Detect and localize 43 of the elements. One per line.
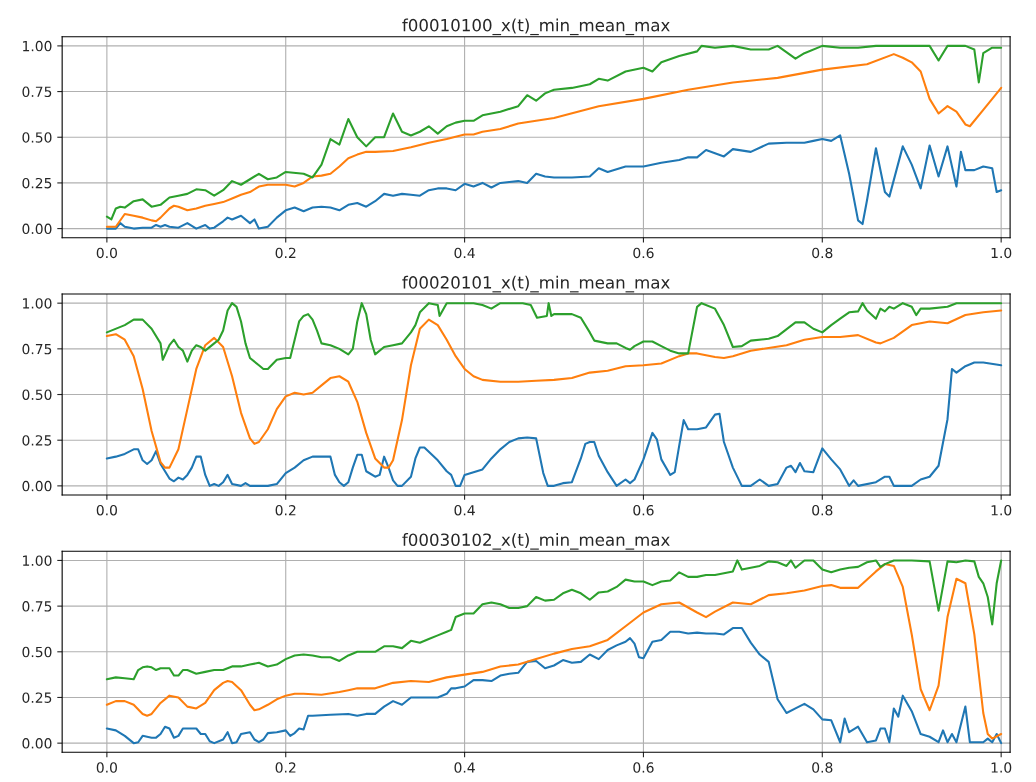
y-tick-label: 0.50 [22, 389, 52, 400]
line-series [105, 559, 1003, 681]
y-tick-label: 1.00 [23, 40, 52, 52]
y-tick-label: 0.75 [22, 601, 52, 612]
y-tick-label: 0.50 [22, 646, 52, 658]
y-tick-label: 0.75 [22, 86, 52, 98]
y-tick-label: 0.25 [22, 435, 52, 446]
line-series [105, 563, 1003, 740]
x-tick-label: 0.8 [812, 762, 833, 773]
x-tick-label: 0.0 [96, 762, 117, 773]
x-tick-label: 0.6 [633, 762, 654, 773]
y-tick-label: 0.00 [22, 480, 52, 492]
x-tick-label: 0.6 [633, 504, 654, 516]
x-tick-label: 1.0 [991, 247, 1012, 259]
x-tick-label: 0.2 [275, 762, 296, 773]
x-tick-label: 0.6 [633, 247, 654, 259]
x-tick-label: 0.2 [275, 247, 296, 259]
chart-title: f00030102_x(t)_min_mean_max [402, 533, 670, 550]
y-tick-label: 0.00 [22, 738, 52, 749]
y-tick-label: 0.00 [22, 223, 52, 235]
chart-title: f00020101_x(t)_min_mean_max [402, 275, 670, 293]
line-series [105, 361, 1003, 487]
x-tick-label: 0.0 [96, 504, 117, 516]
x-tick-label: 0.4 [454, 247, 475, 259]
y-tick-label: 1.00 [23, 555, 52, 566]
x-tick-label: 0.4 [454, 762, 475, 773]
x-tick-label: 0.4 [454, 504, 475, 516]
y-tick-label: 0.25 [22, 177, 52, 189]
line-series [105, 134, 1003, 230]
y-tick-label: 0.50 [22, 132, 52, 143]
x-tick-label: 1.0 [991, 762, 1012, 773]
line-series [105, 309, 1003, 469]
x-tick-label: 0.2 [275, 504, 296, 516]
line-series [105, 302, 1003, 370]
y-tick-label: 0.25 [22, 692, 52, 703]
chart-title: f00010100_x(t)_min_mean_max [402, 18, 670, 36]
y-tick-label: 1.00 [23, 298, 52, 309]
x-tick-label: 0.8 [812, 247, 833, 259]
y-tick-label: 0.75 [22, 343, 52, 355]
line-series [105, 627, 1003, 745]
x-tick-label: 1.0 [991, 504, 1012, 516]
x-tick-label: 0.8 [812, 504, 833, 516]
x-tick-label: 0.0 [96, 247, 117, 259]
